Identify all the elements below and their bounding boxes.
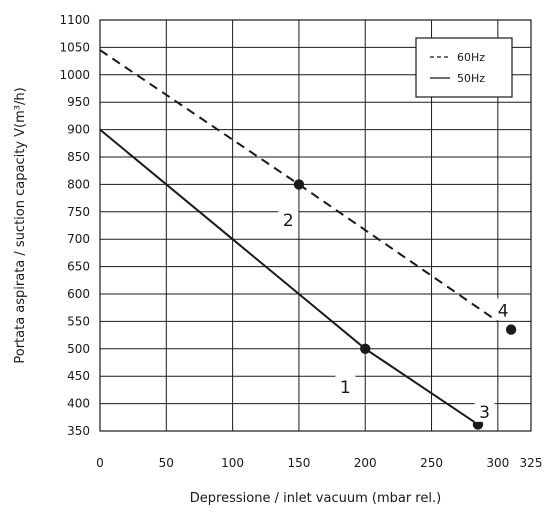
y-tick-label: 650 [67,260,90,274]
y-tick-label: 350 [67,424,90,438]
y-tick-label: 450 [67,369,90,383]
x-tick-label: 300 [486,456,509,470]
curve-number-label: 4 [498,301,509,321]
annotation-background [474,399,495,422]
y-tick-label: 850 [67,150,90,164]
curve-number-label: 1 [340,378,351,398]
x-tick-label: 200 [354,456,377,470]
series-lines [99,49,499,426]
y-tick-label: 1100 [59,13,90,27]
annotation-background [278,208,299,231]
annotation-background [335,375,356,398]
x-tick-label: 100 [221,456,244,470]
y-tick-label: 700 [67,232,90,246]
y-tick-label: 950 [67,95,90,109]
x-tick-label: 150 [287,456,310,470]
plot-border [99,19,532,432]
y-tick-label: 500 [67,342,90,356]
curve-annotations: 1 2 3 4 [278,208,514,423]
y-tick-label: 550 [67,314,90,328]
legend: 60Hz 50Hz [415,37,513,98]
legend-box [415,37,513,98]
data-point-marker [505,324,517,335]
data-point-marker [293,179,305,190]
data-point-marker [472,419,484,430]
x-tick-label: 250 [420,456,443,470]
curve-number-label: 2 [283,211,294,231]
data-point-marker [360,343,371,354]
y-tick-label: 400 [67,397,90,411]
x-axis-title: Depressione / inlet vacuum (mbar rel.) [190,491,441,506]
data-markers [293,179,517,430]
series-line-50hz [99,128,479,426]
series-line-60hz [99,49,499,323]
x-tick-label: 325 [520,456,543,470]
plot-frame [99,19,532,432]
curve-number-label: 3 [479,403,490,423]
x-tick-label: 0 [96,456,104,470]
y-axis-title: Portata aspirata / suction capacity V(m³… [13,87,28,363]
y-tick-label: 1050 [59,40,90,54]
y-tick-label: 750 [67,205,90,219]
legend-label-60hz: 60Hz [457,51,485,64]
annotation-background [493,298,514,321]
y-tick-label: 800 [67,177,90,191]
tick-labels: 0 50 100 150 200 250 300 325 350 400 450 500 550 600 6… [59,13,542,470]
legend-label-50hz: 50Hz [457,72,485,85]
y-tick-label: 600 [67,287,90,301]
x-tick-label: 50 [159,456,174,470]
y-tick-label: 900 [67,123,90,137]
y-tick-label: 1000 [59,68,90,82]
